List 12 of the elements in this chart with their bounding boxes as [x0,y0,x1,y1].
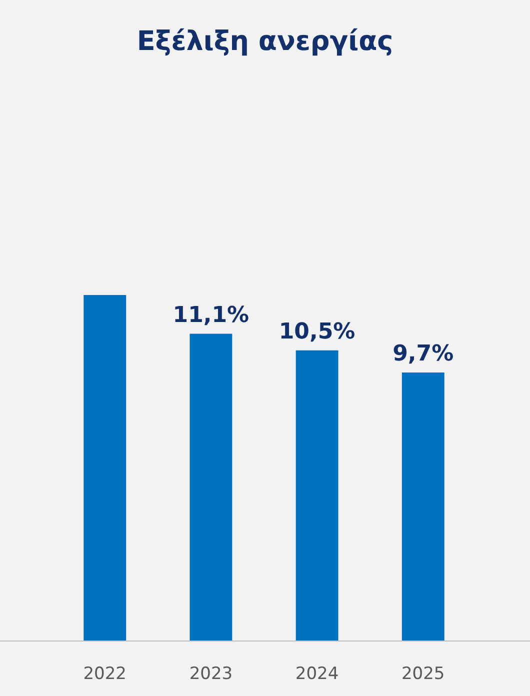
chart-title: Εξέλιξη ανεργίας [136,26,394,57]
data-label: 11,1% [172,302,250,328]
x-tick-label: 2023 [189,664,233,684]
data-label: 10,5% [278,319,356,344]
x-tick-label: 2024 [295,664,339,684]
x-tick-label: 2022 [83,664,126,684]
bar [402,372,444,641]
bar [296,350,338,641]
data-label: 9,7% [392,342,454,367]
bar [190,334,232,641]
bar [84,295,126,641]
x-tick-label: 2025 [402,664,445,684]
